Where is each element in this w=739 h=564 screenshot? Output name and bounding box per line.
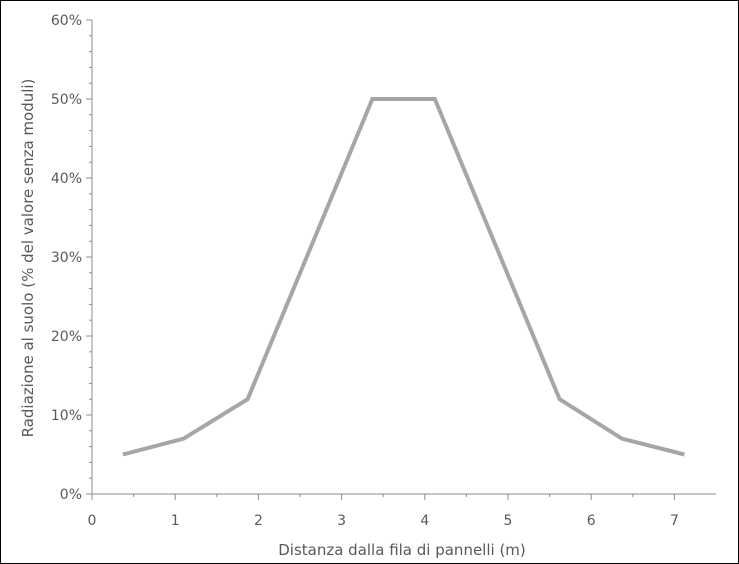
series xyxy=(122,97,685,457)
x-tick-label: 2 xyxy=(254,513,263,529)
series-line xyxy=(122,97,685,457)
y-tick-label: 0% xyxy=(60,487,82,503)
ticks: 0% 10% 20% 30% 40% 50% 60% 0 1 2 3 4 5 6 7 xyxy=(51,13,679,529)
y-tick-label: 40% xyxy=(51,171,82,187)
y-axis-label: Radiazione al suolo (% del valore senza … xyxy=(19,79,37,438)
x-axis-label: Distanza dalla fila di pannelli (m) xyxy=(278,541,526,559)
x-tick-label: 7 xyxy=(670,513,679,529)
x-tick-label: 3 xyxy=(337,513,346,529)
y-tick-label: 60% xyxy=(51,13,82,29)
x-tick-label: 5 xyxy=(504,513,513,529)
y-tick-label: 30% xyxy=(51,250,82,266)
x-tick-label: 0 xyxy=(88,513,97,529)
y-tick-label: 50% xyxy=(51,92,82,108)
x-tick-label: 1 xyxy=(171,513,180,529)
y-tick-label: 20% xyxy=(51,329,82,345)
x-tick-label: 4 xyxy=(420,513,429,529)
x-tick-label: 6 xyxy=(587,513,596,529)
y-tick-label: 10% xyxy=(51,408,82,424)
